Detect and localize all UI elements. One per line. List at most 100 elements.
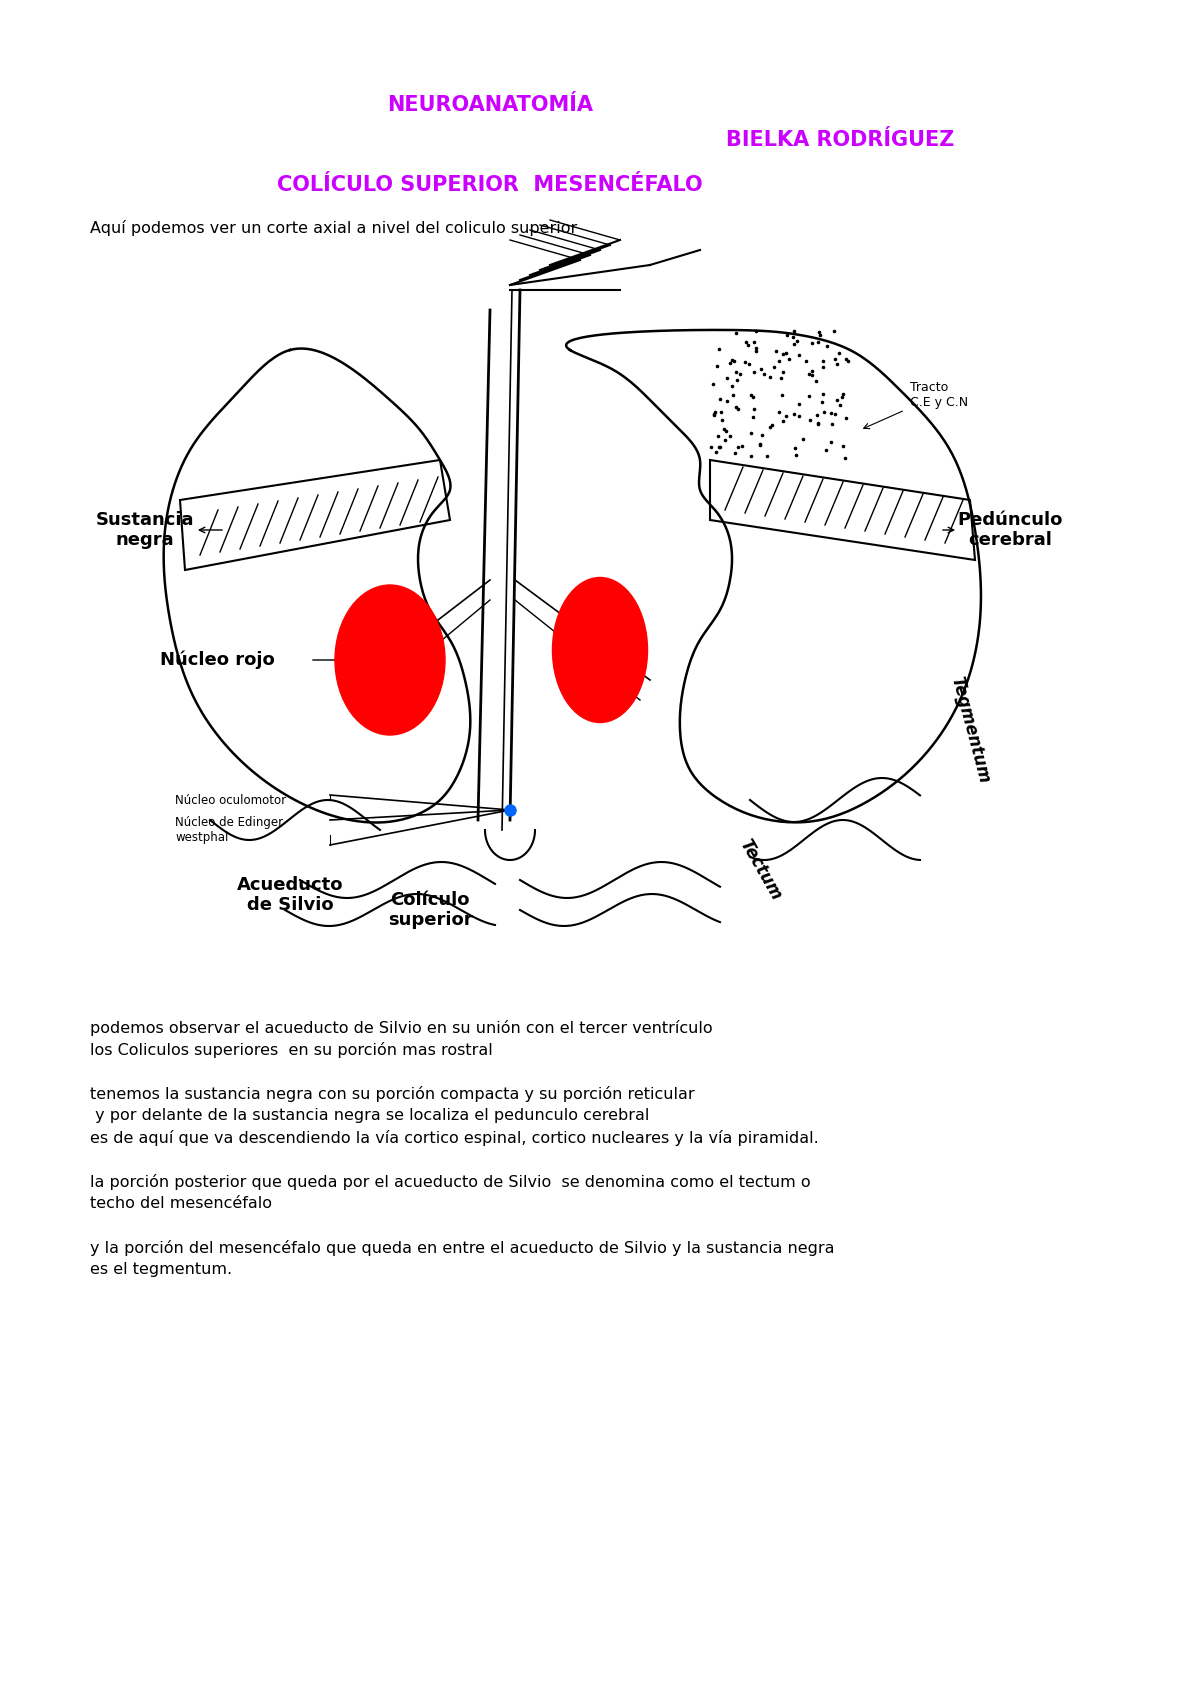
Point <box>803 357 822 385</box>
Text: la porción posterior que queda por el acueducto de Silvio  se denomina como el t: la porción posterior que queda por el ac… <box>90 1174 811 1189</box>
Point <box>744 395 763 422</box>
Point <box>746 337 766 364</box>
Point <box>812 388 832 415</box>
Point <box>809 412 828 439</box>
Point <box>812 352 832 379</box>
Point <box>764 354 784 381</box>
Point <box>744 357 763 385</box>
Point <box>836 346 856 373</box>
Point <box>740 420 760 447</box>
Point <box>726 320 745 347</box>
Point <box>828 351 847 378</box>
Point <box>744 329 763 356</box>
Point <box>793 425 812 452</box>
Point <box>703 371 722 398</box>
Point <box>726 359 745 386</box>
Point <box>742 442 761 469</box>
Point <box>742 381 761 408</box>
Point <box>761 364 780 391</box>
Point <box>739 351 758 378</box>
Point <box>773 381 792 408</box>
Point <box>769 398 788 425</box>
Point <box>835 444 854 471</box>
Point <box>720 349 739 376</box>
Point <box>704 401 724 429</box>
Text: Tectum: Tectum <box>736 837 785 905</box>
Point <box>737 329 756 356</box>
Point <box>814 381 833 408</box>
Point <box>776 322 796 349</box>
Point <box>785 330 804 357</box>
Point <box>706 398 725 425</box>
Point <box>824 317 844 344</box>
Point <box>738 332 757 359</box>
Point <box>730 361 749 388</box>
Point <box>718 364 737 391</box>
Point <box>799 383 818 410</box>
Point <box>726 439 745 466</box>
Point <box>743 403 762 430</box>
Point <box>701 434 720 461</box>
Text: BIELKA RODRÍGUEZ: BIELKA RODRÍGUEZ <box>726 130 954 151</box>
Point <box>710 385 730 412</box>
Point <box>806 368 826 395</box>
Text: Acueducto
de Silvio: Acueducto de Silvio <box>236 876 343 915</box>
Text: techo del mesencéfalo: techo del mesencéfalo <box>90 1196 272 1211</box>
Point <box>803 363 822 390</box>
Text: COLÍCULO SUPERIOR  MESENCÉFALO: COLÍCULO SUPERIOR MESENCÉFALO <box>277 174 703 195</box>
Point <box>790 390 809 417</box>
Point <box>762 412 781 439</box>
Text: tenemos la sustancia negra con su porción compacta y su porción reticular: tenemos la sustancia negra con su porció… <box>90 1086 695 1103</box>
Point <box>776 339 796 366</box>
Point <box>751 356 770 383</box>
Point <box>779 346 798 373</box>
Point <box>815 398 834 425</box>
Point <box>834 434 853 461</box>
Text: es el tegmentum.: es el tegmentum. <box>90 1262 232 1277</box>
Text: Tegmentum: Tegmentum <box>947 674 992 786</box>
Text: es de aquí que va descendiendo la vía cortico espinal, cortico nucleares y la ví: es de aquí que va descendiendo la vía co… <box>90 1130 818 1147</box>
Point <box>728 366 748 393</box>
Point <box>707 352 726 379</box>
Point <box>809 318 828 346</box>
Point <box>784 400 803 427</box>
Point <box>773 340 792 368</box>
Point <box>726 393 745 420</box>
Point <box>722 373 742 400</box>
Point <box>716 418 736 446</box>
Point <box>814 347 833 374</box>
Point <box>806 401 826 429</box>
Point <box>809 329 828 356</box>
Point <box>786 442 805 469</box>
Point <box>774 359 793 386</box>
Point <box>785 317 804 344</box>
Ellipse shape <box>335 584 445 735</box>
Point <box>769 347 788 374</box>
Point <box>709 335 728 363</box>
Point <box>758 442 778 469</box>
Text: Pedúnculo
cerebral: Pedúnculo cerebral <box>958 510 1063 549</box>
Point <box>828 386 847 413</box>
Point <box>822 410 841 437</box>
Point <box>799 361 818 388</box>
Point <box>713 407 732 434</box>
Point <box>796 347 815 374</box>
Point <box>728 396 748 424</box>
Point <box>810 322 829 349</box>
Point <box>736 349 755 376</box>
Point <box>784 324 803 351</box>
Point <box>746 318 766 346</box>
Point <box>710 434 730 461</box>
Point <box>786 435 805 462</box>
Point <box>755 361 774 388</box>
Point <box>790 403 809 430</box>
Point <box>709 434 728 461</box>
Point <box>832 383 851 410</box>
Point <box>722 346 742 373</box>
Point <box>826 346 845 373</box>
Point <box>821 400 840 427</box>
Point <box>750 430 769 457</box>
Text: podemos observar el acueducto de Silvio en su unión con el tercer ventrículo: podemos observar el acueducto de Silvio … <box>90 1020 713 1037</box>
Point <box>790 342 809 369</box>
Point <box>816 437 835 464</box>
